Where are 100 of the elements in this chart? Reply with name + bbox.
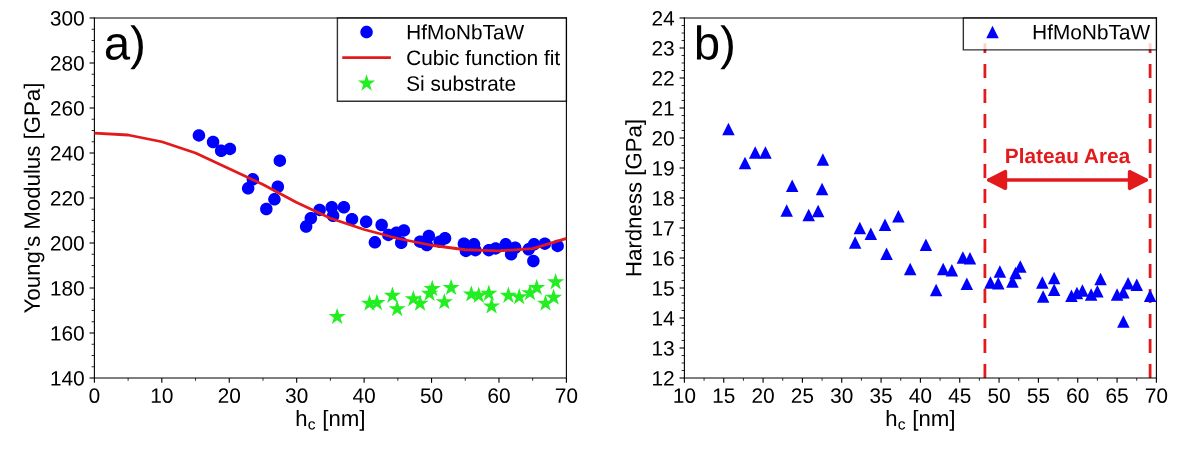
point (383, 286, 402, 303)
point (368, 236, 382, 249)
x-tick-label: 50 (988, 388, 1010, 404)
point (1130, 278, 1143, 291)
chart-title: b) (696, 25, 733, 70)
point (547, 273, 565, 290)
x-tick-label: 70 (555, 388, 578, 404)
x-tick-label: 60 (1067, 388, 1089, 404)
x-tick-label: 45 (948, 388, 971, 404)
point (880, 247, 893, 261)
y-tick-label: 13 (653, 341, 674, 356)
y-tick-label: 240 (50, 146, 84, 161)
point (423, 279, 441, 297)
point (1047, 271, 1061, 285)
x-axis-title: h$_{c}$ [nm] (886, 409, 954, 431)
y-tick-label: 12 (653, 371, 674, 386)
point (345, 212, 359, 226)
point (192, 129, 206, 142)
point (482, 297, 501, 314)
legend-label: Cubic function fit (407, 49, 560, 66)
point (528, 278, 546, 296)
x-tick-label: 30 (285, 388, 308, 404)
x-tick-label: 40 (353, 388, 375, 404)
point (780, 204, 793, 217)
point (328, 307, 346, 325)
y-tick-label: 23 (652, 41, 674, 56)
point (1094, 272, 1107, 286)
y-axis-title: Hardness [GPa] (625, 120, 646, 276)
point (545, 288, 563, 305)
x-tick-label: 10 (674, 388, 696, 404)
point (960, 277, 974, 291)
point (963, 252, 977, 265)
point (480, 284, 498, 301)
point (816, 153, 830, 166)
point (992, 276, 1005, 290)
x-tick-label: 60 (488, 388, 510, 404)
x-tick-label: 65 (1106, 388, 1128, 404)
y-tick-label: 180 (51, 281, 84, 296)
x-tick-label: 20 (218, 388, 241, 404)
x-tick-label: 15 (713, 388, 735, 404)
point (411, 294, 429, 311)
point (359, 215, 373, 229)
x-axis-title: h$_{c}$ [nm] (296, 409, 364, 431)
annotation: Plateau Area (1006, 147, 1131, 164)
point (759, 146, 772, 159)
y-tick-label: 140 (51, 371, 84, 386)
point (919, 238, 933, 252)
x-tick-label: 50 (420, 388, 443, 404)
y-tick-label: 21 (652, 101, 674, 116)
x-tick-label: 70 (1145, 388, 1168, 404)
y-tick-label: 160 (51, 326, 84, 341)
point (375, 218, 388, 232)
point (435, 292, 453, 310)
point (1036, 290, 1050, 303)
point (892, 210, 905, 223)
x-tick-label: 10 (151, 388, 173, 404)
y-tick-label: 19 (653, 161, 674, 176)
y-tick-label: 280 (50, 56, 84, 71)
x-tick-label: 40 (909, 388, 932, 404)
legend-label: HfMoNbTaW (407, 24, 525, 40)
point (936, 262, 950, 276)
point (206, 135, 220, 149)
y-tick-label: 15 (653, 281, 674, 296)
point (223, 142, 237, 156)
x-tick-label: 55 (1027, 388, 1050, 404)
point (1036, 276, 1049, 289)
point (738, 156, 752, 170)
point (499, 286, 517, 303)
point (1117, 315, 1130, 328)
y-tick-label: 260 (50, 101, 84, 116)
point (527, 254, 540, 268)
point (273, 154, 287, 167)
y-tick-label: 220 (50, 191, 84, 206)
point (748, 146, 762, 159)
point (929, 283, 943, 297)
point (993, 265, 1007, 278)
point (878, 218, 892, 231)
y-tick-label: 300 (50, 11, 84, 26)
y-tick-label: 22 (652, 71, 674, 86)
x-tick-label: 30 (830, 388, 853, 404)
point (848, 236, 862, 249)
point (1047, 283, 1061, 297)
x-tick-label: 35 (870, 388, 892, 404)
legend-label: Si substrate (407, 75, 516, 91)
point (722, 122, 735, 136)
point (811, 204, 825, 218)
point (241, 182, 255, 195)
point (853, 221, 867, 235)
x-tick-label: 25 (791, 388, 814, 404)
point (397, 224, 411, 237)
y-tick-label: 17 (653, 221, 674, 236)
point (438, 232, 452, 245)
point (337, 200, 351, 214)
point (260, 202, 273, 216)
point (802, 208, 815, 222)
y-tick-label: 20 (652, 131, 674, 146)
y-tick-label: 18 (653, 191, 674, 206)
x-tick-label: 0 (89, 388, 100, 404)
point (785, 179, 799, 192)
point (1143, 289, 1157, 303)
